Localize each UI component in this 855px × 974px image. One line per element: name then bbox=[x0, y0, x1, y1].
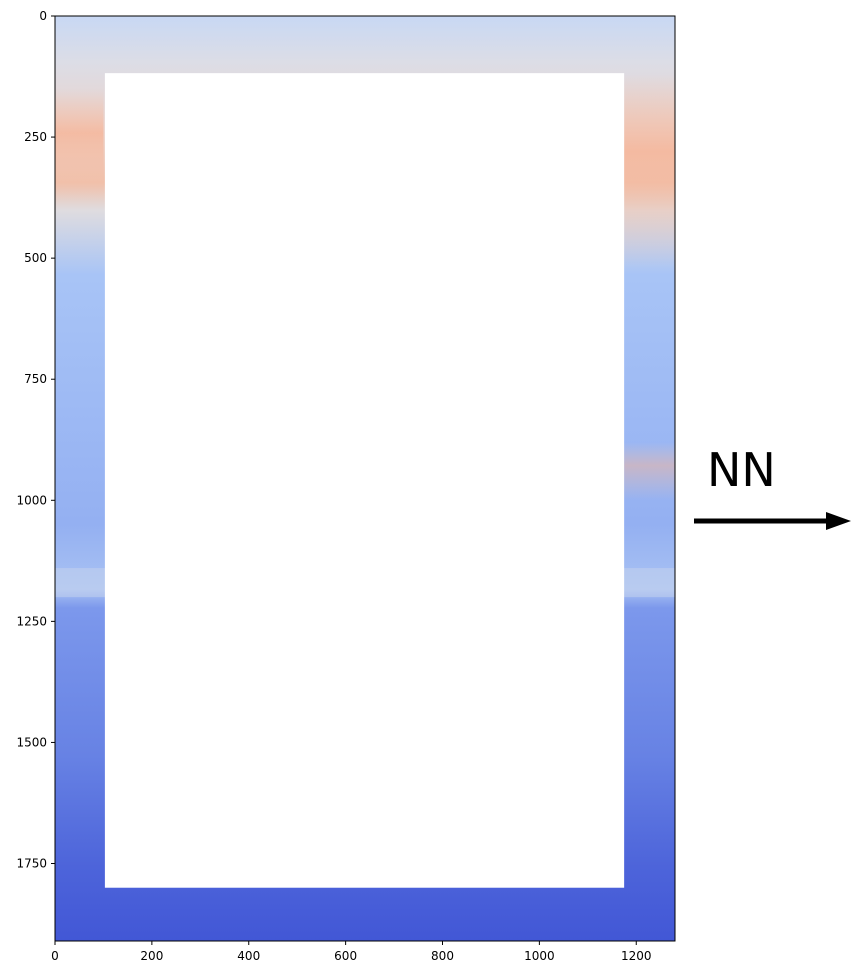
x-tick-label: 0 bbox=[51, 949, 59, 963]
x-tick-label: 800 bbox=[431, 949, 454, 963]
y-tick-label: 1250 bbox=[16, 614, 47, 628]
annotation-layer: NN bbox=[694, 443, 851, 530]
masked-region bbox=[104, 73, 625, 888]
plot-area: 0 200 400 600 800 1000 1200 0 250 500 750 1000 1250 1… bbox=[16, 9, 676, 963]
annotation-label: NN bbox=[707, 443, 776, 497]
y-tick-label: 1500 bbox=[16, 735, 47, 749]
arrow-head bbox=[826, 512, 851, 530]
y-tick-label: 1000 bbox=[16, 493, 47, 507]
warm-patch-right bbox=[624, 74, 675, 268]
warm-patch-right-lower bbox=[624, 442, 675, 501]
y-tick-label: 500 bbox=[24, 251, 47, 265]
y-tick-label: 1750 bbox=[16, 857, 47, 871]
warm-patch-left bbox=[55, 88, 104, 201]
y-tick-label: 0 bbox=[39, 9, 47, 23]
x-tick-label: 600 bbox=[334, 949, 357, 963]
y-tick-label: 750 bbox=[24, 372, 47, 386]
y-tick-label: 250 bbox=[24, 130, 47, 144]
x-tick-label: 1200 bbox=[621, 949, 652, 963]
x-tick-label: 400 bbox=[237, 949, 260, 963]
x-tick-label: 200 bbox=[140, 949, 163, 963]
axes-frame bbox=[54, 15, 676, 942]
x-tick-label: 1000 bbox=[524, 949, 555, 963]
